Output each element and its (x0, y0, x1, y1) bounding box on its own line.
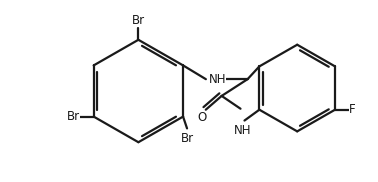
Text: Br: Br (67, 110, 80, 123)
Text: NH: NH (209, 73, 226, 86)
Text: F: F (349, 103, 356, 116)
Text: O: O (197, 111, 206, 124)
Text: Br: Br (180, 132, 194, 145)
Text: NH: NH (234, 124, 251, 137)
Text: Br: Br (132, 14, 145, 27)
